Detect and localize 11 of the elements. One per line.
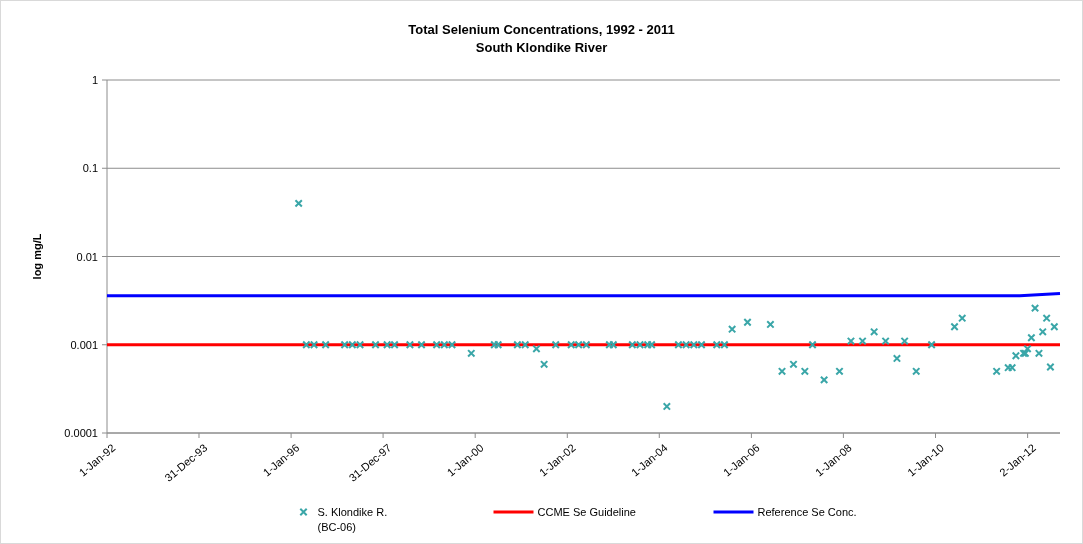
y-tick-label: 0.001 [70, 338, 98, 351]
y-tick-label: 0.0001 [64, 427, 98, 439]
y-axis-title: log mg/L [31, 233, 43, 280]
y-tick-label: 1 [91, 74, 98, 86]
legend-label: Reference Se Conc. [757, 506, 857, 518]
y-tick-label: 0.01 [76, 250, 98, 263]
legend-label: CCME Se Guideline [537, 506, 636, 518]
y-tick-label: 0.1 [82, 162, 98, 175]
chart-subtitle: South Klondike River [475, 40, 608, 55]
legend-label: S. Klondike R. (BC-06) [317, 506, 388, 533]
chart-title: Total Selenium Concentrations, 1992 - 2011 [408, 22, 675, 37]
